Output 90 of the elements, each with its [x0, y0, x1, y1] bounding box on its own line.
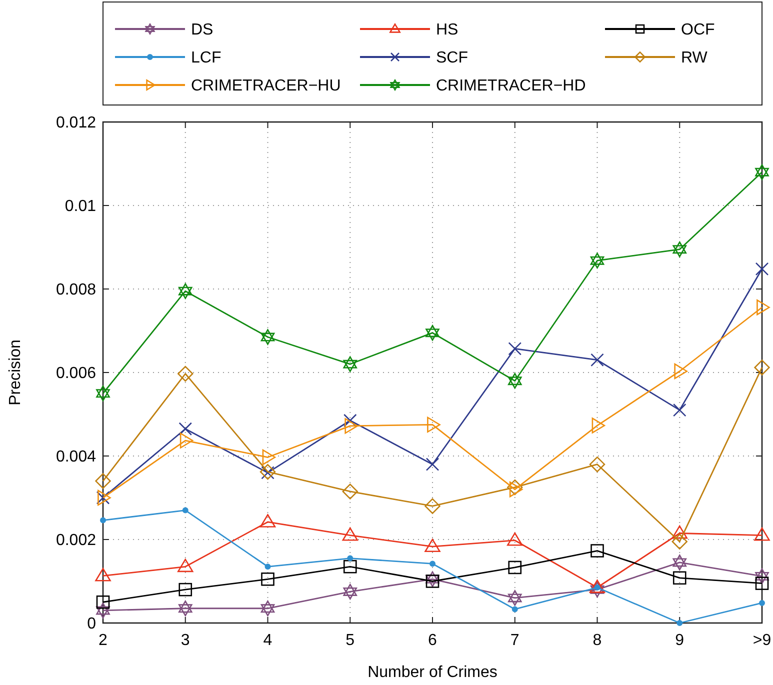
x-tick-label: 9: [675, 632, 684, 649]
point: [426, 458, 440, 471]
point: [95, 473, 111, 489]
x-tick-label: 2: [98, 632, 108, 649]
point: [342, 527, 358, 541]
x-tick-label: 8: [592, 632, 602, 649]
x-tick-label: 5: [346, 632, 355, 649]
point: [592, 418, 606, 434]
point: [96, 602, 110, 618]
legend-label: OCF: [681, 22, 715, 39]
point: [754, 527, 770, 541]
point: [508, 590, 522, 606]
point: [590, 353, 604, 367]
point: [262, 449, 276, 466]
point: [96, 595, 110, 609]
legend-label: CRIMETRACER−HU: [191, 78, 341, 95]
point: [426, 574, 440, 588]
point: [178, 283, 192, 299]
point: [674, 363, 688, 380]
point: [430, 560, 436, 567]
point: [676, 620, 683, 626]
point: [590, 582, 604, 598]
x-tick-label: 7: [510, 632, 520, 649]
legend-label: DS: [191, 22, 214, 39]
point: [759, 600, 765, 606]
point: [342, 484, 358, 500]
point: [755, 576, 769, 590]
point: [756, 300, 770, 316]
y-tick-label: 0.008: [56, 282, 96, 299]
point: [260, 329, 275, 345]
y-tick-label: 0.01: [64, 198, 96, 216]
point: [507, 532, 523, 546]
point: [95, 568, 111, 582]
point: [672, 525, 688, 539]
x-tick-label: 4: [263, 632, 272, 649]
point: [672, 554, 687, 570]
point: [343, 560, 357, 574]
y-tick-label: 0.012: [56, 114, 96, 132]
y-axis-title: Precision: [7, 340, 24, 406]
point: [672, 571, 686, 585]
legend-label: LCF: [191, 50, 222, 67]
y-tick-label: 0.004: [56, 448, 96, 466]
point: [178, 582, 192, 596]
point: [755, 262, 769, 276]
point: [100, 517, 106, 524]
y-tick-label: 0: [87, 616, 96, 633]
point: [672, 534, 688, 550]
point: [755, 164, 769, 180]
point: [754, 360, 770, 376]
point: [264, 564, 271, 570]
point: [589, 580, 606, 593]
legend-label: RW: [681, 50, 708, 67]
point: [343, 356, 358, 372]
legend-label: CRIMETRACER−HD: [436, 78, 586, 95]
point: [427, 416, 440, 433]
point: [424, 498, 440, 514]
y-tick-label: 0.002: [56, 532, 96, 550]
x-tick-label: >9: [752, 632, 772, 649]
point: [96, 386, 110, 402]
point: [512, 606, 518, 612]
point: [508, 373, 522, 389]
point: [590, 252, 604, 268]
point: [426, 324, 440, 341]
point: [347, 555, 354, 562]
x-axis-title: Number of Crimes: [368, 664, 498, 681]
x-tick-label: 3: [180, 632, 190, 649]
point: [182, 507, 188, 514]
x-tick-label: 6: [428, 632, 438, 649]
point: [178, 600, 192, 616]
point: [672, 241, 687, 258]
point: [344, 418, 358, 434]
legend-label: SCF: [436, 50, 468, 67]
point: [508, 560, 522, 574]
point: [180, 432, 194, 448]
point: [178, 558, 194, 572]
point: [178, 422, 192, 436]
y-tick-label: 0.006: [56, 365, 96, 382]
point: [261, 572, 274, 586]
point: [672, 403, 686, 417]
point: [260, 600, 275, 616]
point: [589, 456, 606, 472]
point: [260, 514, 276, 528]
point: [590, 544, 604, 558]
point: [178, 366, 194, 382]
point: [424, 538, 440, 552]
point: [426, 571, 440, 588]
point: [343, 584, 358, 600]
legend-label: HS: [436, 22, 458, 39]
point: [755, 568, 769, 584]
point: [508, 342, 522, 356]
